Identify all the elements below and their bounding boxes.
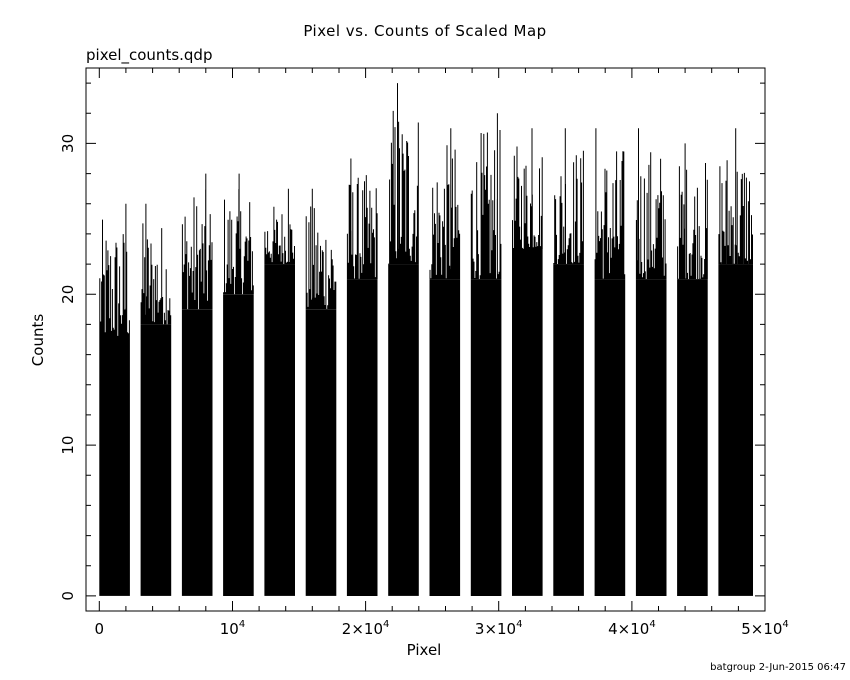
group-spikes	[388, 83, 419, 265]
group-spikes	[223, 173, 254, 295]
group-body	[140, 324, 172, 596]
pixel-group-1	[99, 203, 130, 596]
pixel-group-12	[553, 128, 584, 596]
group-body	[181, 309, 213, 596]
group-body	[470, 279, 502, 596]
group-spikes	[181, 173, 213, 310]
x-tick-label: 2×104	[342, 619, 390, 638]
group-body	[635, 279, 667, 596]
group-spikes	[140, 203, 172, 325]
x-tick-label: 4×104	[608, 619, 656, 638]
pixel-group-4	[223, 173, 254, 596]
pixel-group-8	[388, 83, 419, 596]
pixel-group-10	[470, 113, 502, 596]
group-body	[264, 264, 295, 596]
group-spikes	[635, 128, 667, 280]
chart-subtitle: pixel_counts.qdp	[86, 46, 213, 64]
group-spikes	[429, 128, 461, 280]
y-tick-label: 10	[59, 436, 77, 455]
group-body	[512, 249, 543, 596]
bars-layer	[99, 83, 753, 596]
pixel-group-16	[718, 128, 753, 596]
plot-frame	[85, 67, 766, 612]
group-spikes	[677, 143, 708, 280]
x-axis-label: Pixel	[407, 641, 442, 659]
group-body	[429, 279, 461, 596]
pixel-group-2	[140, 203, 172, 596]
y-tick-label: 30	[59, 134, 77, 153]
y-axis-label: Counts	[29, 314, 47, 367]
group-spikes	[594, 128, 626, 280]
group-spikes	[99, 203, 130, 340]
x-tick-label: 104	[220, 619, 245, 638]
group-spikes	[305, 188, 337, 310]
x-tick-label: 5×104	[741, 619, 789, 638]
chart-title: Pixel vs. Counts of Scaled Map	[303, 22, 547, 40]
pixel-group-13	[594, 128, 626, 596]
pixel-group-14	[635, 128, 667, 596]
footer-stamp: batgroup 2-Jun-2015 06:47	[710, 662, 846, 673]
group-body	[346, 279, 378, 596]
group-spikes	[512, 128, 543, 249]
pixel-group-9	[429, 128, 461, 596]
group-spikes	[553, 128, 584, 265]
pixel-group-5	[264, 188, 295, 596]
pixel-group-15	[677, 143, 708, 596]
group-spikes	[718, 128, 753, 265]
group-body	[388, 264, 419, 596]
y-tick-label: 0	[59, 591, 77, 601]
group-body	[553, 264, 584, 596]
axes-layer	[85, 67, 766, 612]
group-body	[594, 279, 626, 596]
group-spikes	[470, 113, 502, 280]
pixel-group-7	[346, 158, 378, 596]
pixel-group-3	[181, 173, 213, 596]
group-body	[99, 339, 130, 596]
group-body	[305, 309, 337, 596]
group-spikes	[264, 188, 295, 265]
tick-labels-layer: 0 10 20 30 0 104 2×104 3×104 4×104 5×104	[59, 134, 789, 638]
group-body	[677, 279, 708, 596]
group-body	[718, 264, 753, 596]
pixel-group-11	[512, 128, 543, 596]
x-tick-label: 0	[95, 620, 105, 638]
y-tick-label: 20	[59, 285, 77, 304]
group-spikes	[346, 158, 378, 280]
pixel-group-6	[305, 188, 337, 596]
tick-marks	[86, 68, 766, 611]
group-body	[223, 294, 254, 596]
x-tick-label: 3×104	[475, 619, 523, 638]
